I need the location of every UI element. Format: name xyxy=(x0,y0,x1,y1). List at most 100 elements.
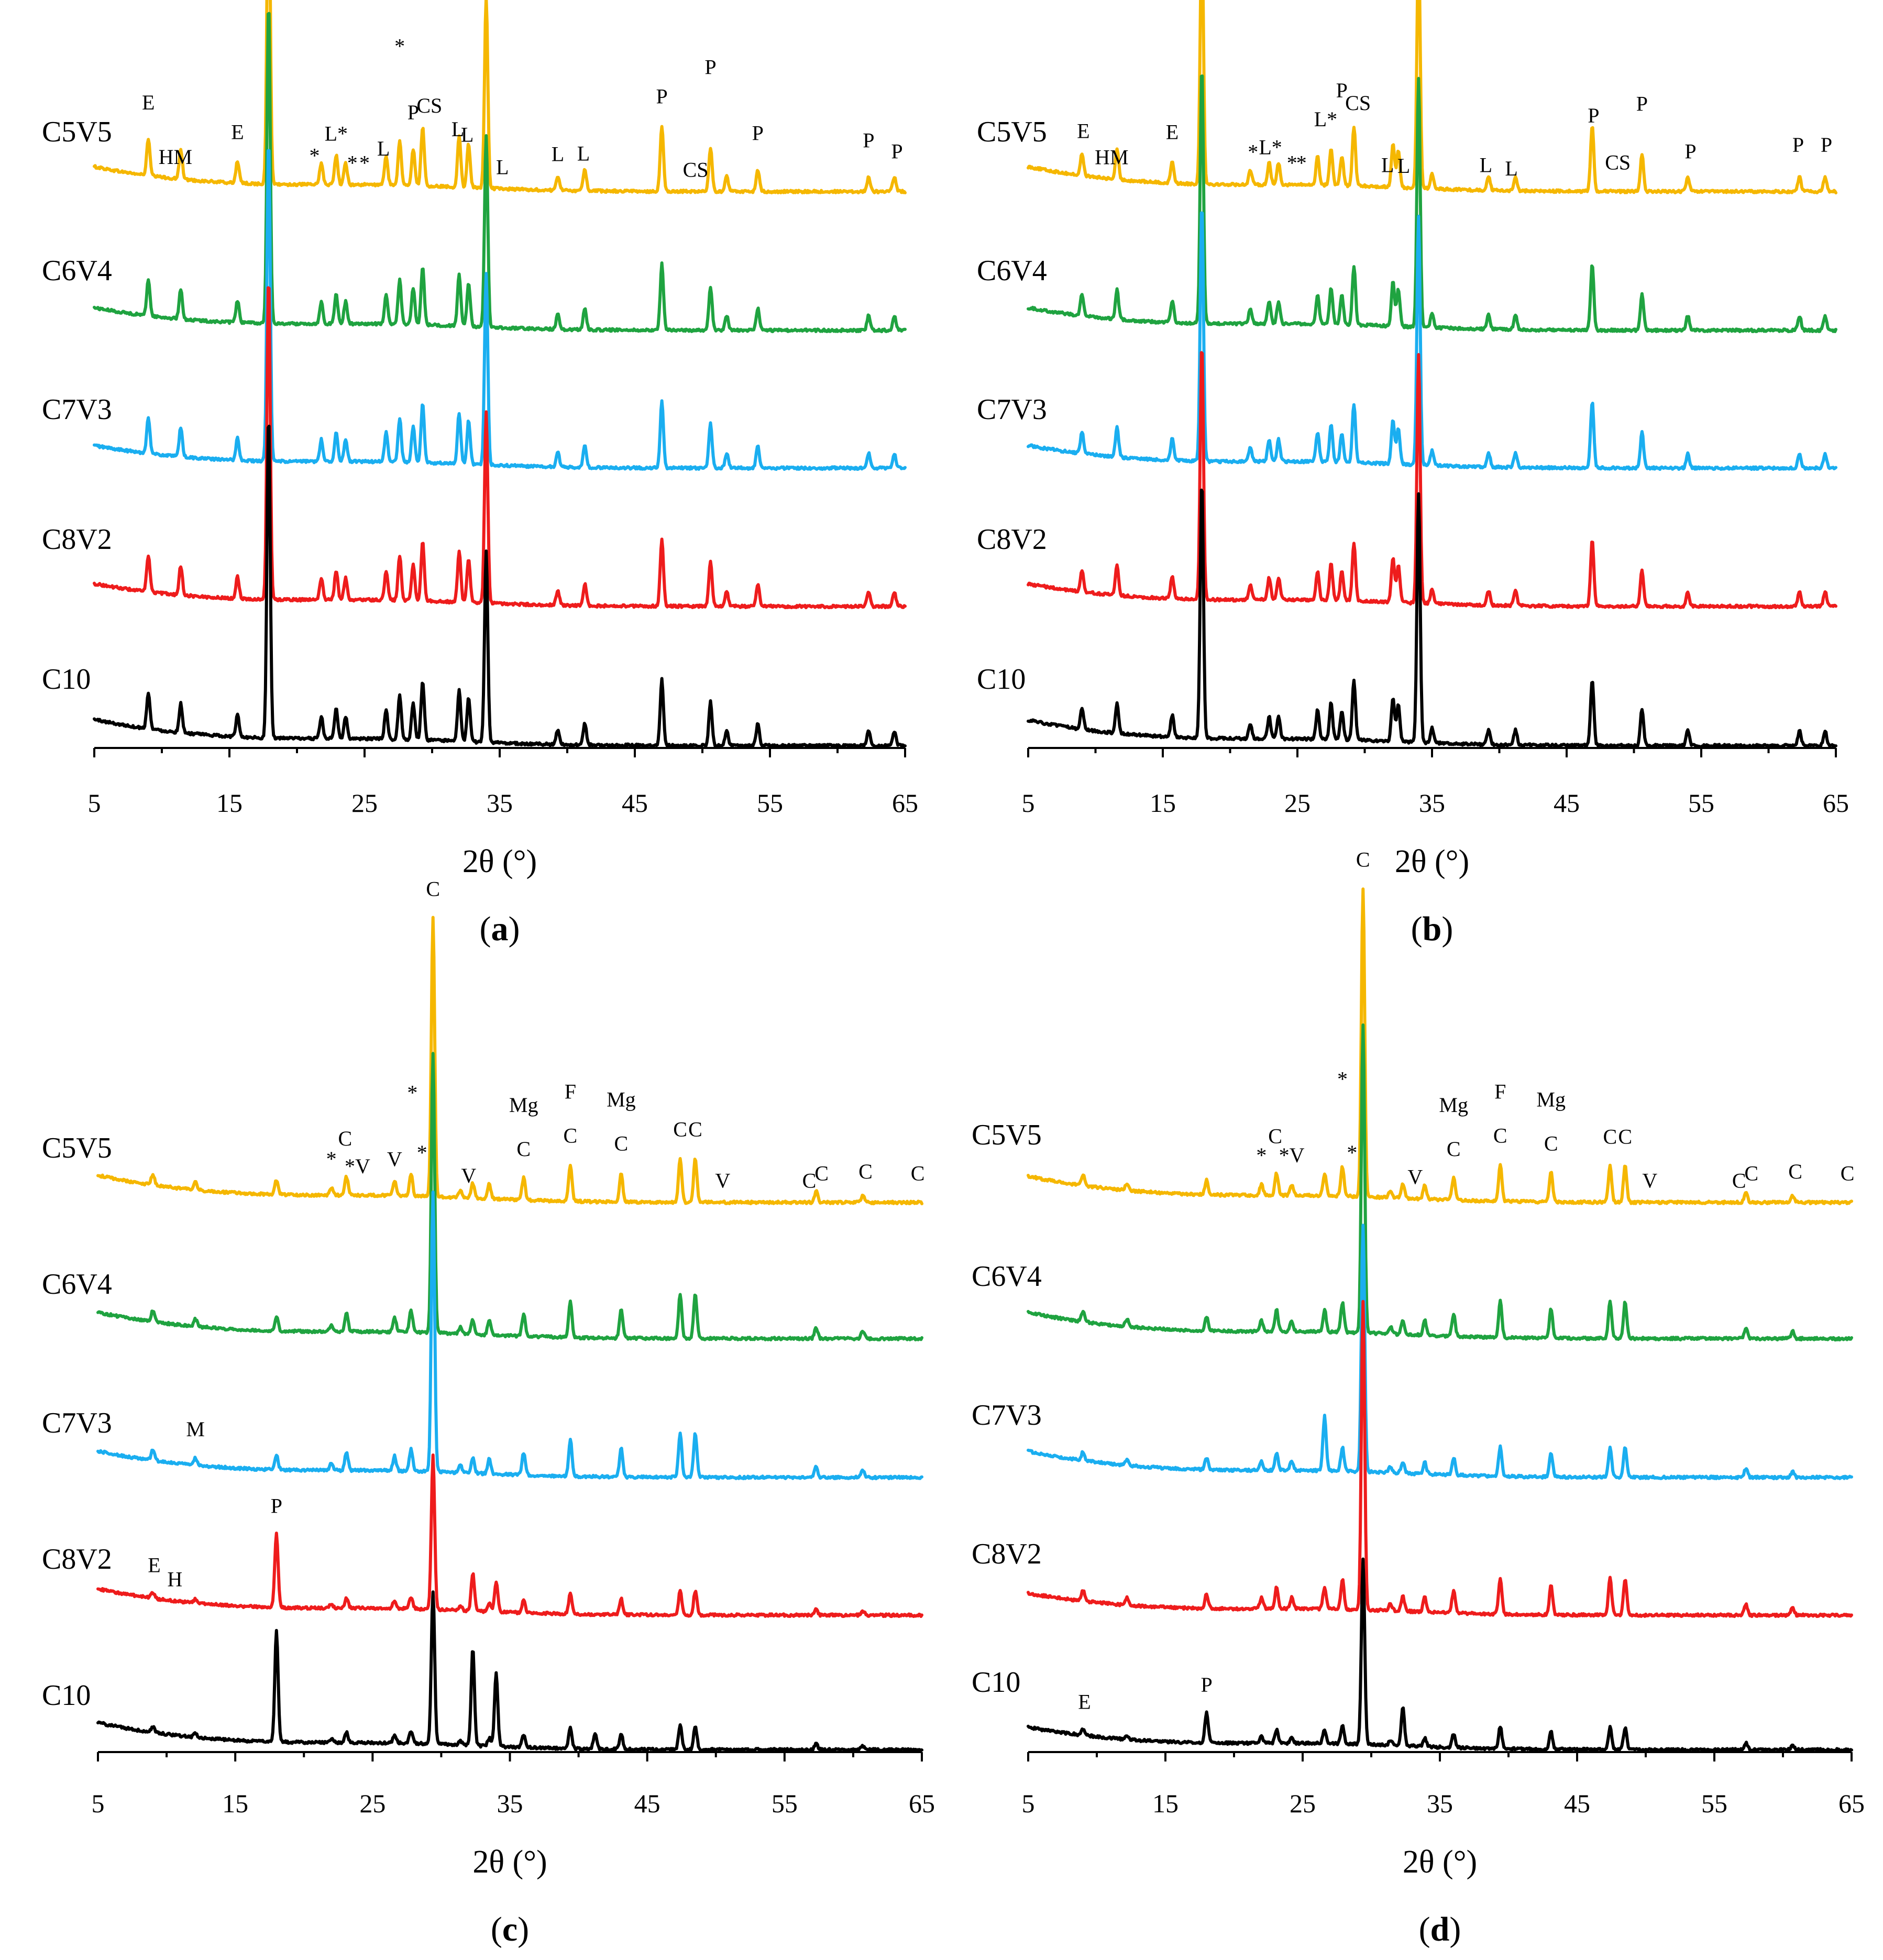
peak-label: C xyxy=(1544,1132,1558,1155)
panel-caption: (a) xyxy=(480,910,520,948)
sample-label-C5V5: C5V5 xyxy=(42,1132,112,1164)
peak-label: CS xyxy=(683,158,709,181)
peak-label: E xyxy=(142,91,155,114)
peak-label: P xyxy=(891,140,902,163)
trace-C5V5 xyxy=(93,0,907,195)
peak-label: Mg xyxy=(607,1088,636,1111)
peak-label: L xyxy=(496,155,509,179)
peak-label: CS xyxy=(416,94,442,117)
peak-label: * xyxy=(1337,1067,1348,1091)
x-tick-label: 45 xyxy=(1564,1789,1590,1818)
peak-label: P xyxy=(704,55,716,79)
sample-label-C6V4: C6V4 xyxy=(977,255,1047,287)
trace-C5V5 xyxy=(1027,0,1837,195)
peak-label: L xyxy=(461,123,473,146)
x-tick-label: 45 xyxy=(634,1789,660,1818)
trace-C8V2 xyxy=(1027,351,1837,610)
sample-label-C10: C10 xyxy=(42,1679,91,1712)
x-tick-label: 15 xyxy=(1152,1789,1179,1818)
peak-label: L xyxy=(577,142,590,166)
sample-label-C10: C10 xyxy=(42,663,91,696)
peak-label: V xyxy=(715,1169,730,1192)
peak-label: P xyxy=(408,101,419,124)
x-tick-label: 25 xyxy=(351,788,378,818)
trace-C8V2 xyxy=(93,286,907,610)
peak-label: P xyxy=(1336,79,1348,102)
x-tick-label: 55 xyxy=(757,788,783,818)
trace-C5V5 xyxy=(1027,887,1853,1206)
peak-label: P xyxy=(1636,92,1648,115)
peak-label: C xyxy=(1493,1124,1507,1147)
peak-label: V xyxy=(1407,1165,1423,1188)
x-tick-label: 35 xyxy=(1419,788,1445,818)
x-tick-label: 35 xyxy=(487,788,513,818)
peak-label: Mg xyxy=(1536,1088,1566,1111)
x-tick-label: 45 xyxy=(622,788,648,818)
sample-label-C7V3: C7V3 xyxy=(972,1399,1042,1432)
peak-label: E xyxy=(1166,120,1179,144)
peak-label: M xyxy=(186,1417,205,1441)
panel-caption: (d) xyxy=(1419,1910,1461,1948)
peak-label: P xyxy=(1684,140,1696,163)
x-tick-label: 45 xyxy=(1554,788,1580,818)
peak-label: C xyxy=(814,1162,829,1185)
peak-label: * xyxy=(1248,140,1258,163)
peak-label: L* xyxy=(1314,107,1337,131)
trace-C10 xyxy=(1027,1557,1853,1753)
x-tick-label: 35 xyxy=(1427,1789,1453,1818)
peak-label: C xyxy=(858,1160,873,1183)
peak-label: * xyxy=(326,1147,337,1171)
peak-label: Mg xyxy=(509,1093,538,1117)
peak-label: * xyxy=(310,144,320,167)
peak-label: V xyxy=(387,1148,402,1171)
peak-label: F xyxy=(565,1080,576,1103)
panel-caption-letter: b xyxy=(1423,910,1442,948)
x-tick-label: 65 xyxy=(909,1789,935,1818)
peak-label: C xyxy=(1618,1125,1632,1148)
panel-b: 5 15 25 35 45 55 65 2θ (°) (b) C5V5 C6V4 C7V3 C8V2 C1… xyxy=(977,0,1849,948)
x-tick-label: 5 xyxy=(1022,1789,1035,1818)
panel-d: 5 15 25 35 45 55 65 2θ (°) (d) C5V5 C6V4 C7V3 C8V2 C1… xyxy=(972,848,1865,1948)
x-axis-title: 2θ (°) xyxy=(1395,844,1469,879)
peak-label: C xyxy=(911,1162,925,1185)
x-tick-label: 15 xyxy=(1150,788,1176,818)
peak-label: L xyxy=(1381,153,1394,177)
panel-caption: (c) xyxy=(491,1910,529,1948)
peak-label: E xyxy=(148,1554,160,1577)
x-axis-title: 2θ (°) xyxy=(472,1844,547,1880)
peak-label: HM xyxy=(159,145,192,169)
peak-label: * xyxy=(1347,1141,1357,1164)
panel-caption-letter: d xyxy=(1430,1910,1450,1948)
trace-C10 xyxy=(1027,488,1837,749)
peak-label: * xyxy=(347,151,358,175)
x-tick-label: 5 xyxy=(88,788,101,818)
x-tick-label: 25 xyxy=(359,1789,386,1818)
panel-a: 5 15 25 35 45 55 65 2θ (°) (a) C5V5 C6V4 C7V3 C8V2 C1… xyxy=(42,0,918,948)
x-axis-title: 2θ (°) xyxy=(1403,1844,1477,1880)
x-tick-label: 25 xyxy=(1290,1789,1316,1818)
peak-label: V xyxy=(461,1164,476,1187)
peak-label: C xyxy=(802,1169,817,1193)
peak-label: L xyxy=(1505,157,1517,180)
peak-label: L* xyxy=(1259,136,1282,159)
peak-label: C xyxy=(614,1132,629,1155)
x-tick-label: 5 xyxy=(92,1789,105,1818)
panel-caption-letter: a xyxy=(491,910,509,948)
peak-label: C xyxy=(688,1117,702,1141)
peak-label: V xyxy=(1642,1169,1657,1192)
x-tick-label: 5 xyxy=(1022,788,1035,818)
peak-label: * xyxy=(1296,151,1307,175)
peak-label: P xyxy=(1588,104,1599,127)
peak-label: * xyxy=(407,1081,417,1105)
peak-label: P xyxy=(656,84,667,108)
peak-label: C xyxy=(1268,1124,1282,1148)
trace-C7V3 xyxy=(1027,211,1837,471)
peak-label: P xyxy=(1201,1673,1212,1697)
peak-label: P xyxy=(752,122,764,145)
x-tick-label: 35 xyxy=(497,1789,523,1818)
peak-label: * xyxy=(1256,1143,1267,1167)
trace-C10 xyxy=(93,424,907,749)
peak-label: E xyxy=(1078,1690,1091,1713)
peak-label: L xyxy=(1480,153,1492,177)
